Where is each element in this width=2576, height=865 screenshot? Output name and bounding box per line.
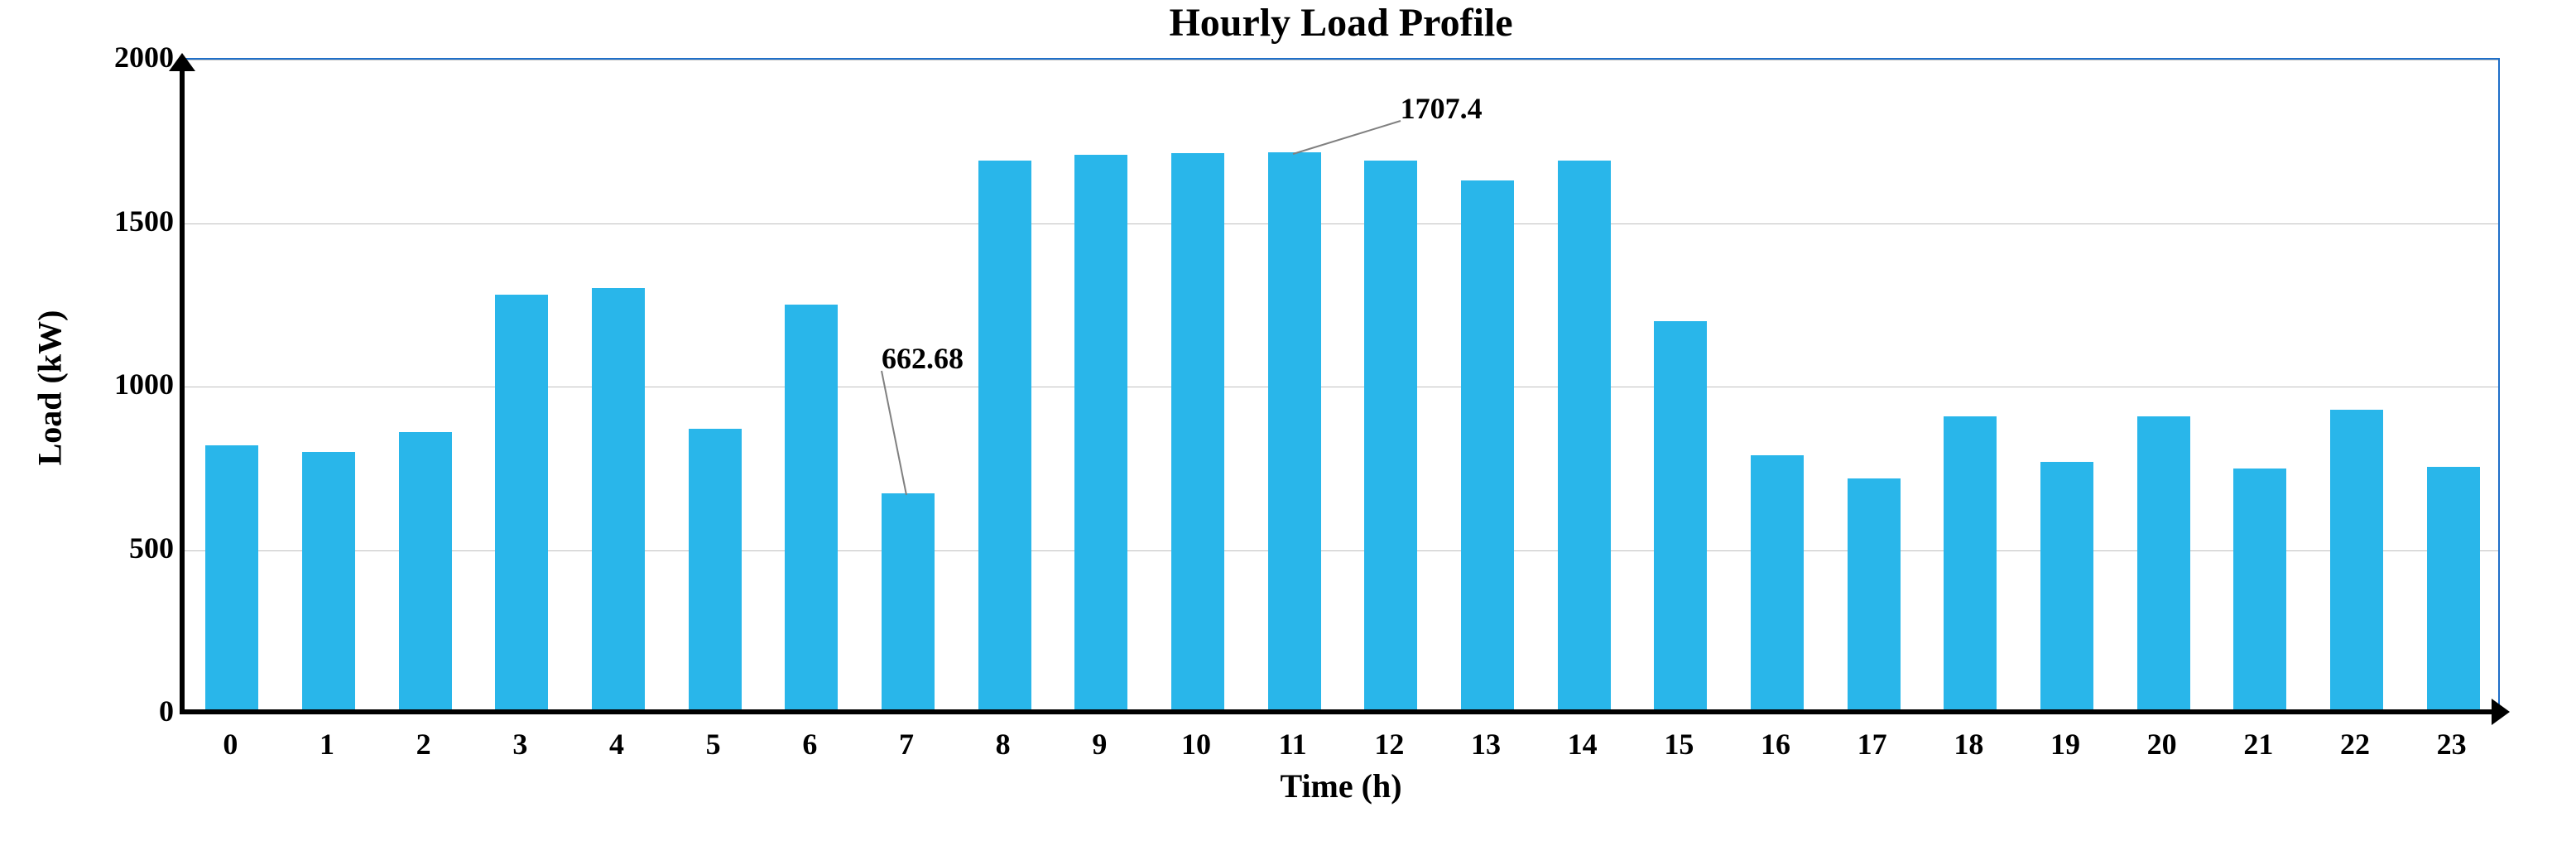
bar [1848, 478, 1901, 710]
x-axis-label: Time (h) [182, 766, 2500, 805]
bar [1751, 455, 1804, 710]
bar [785, 305, 838, 710]
x-tick-label: 16 [1728, 727, 1824, 762]
bar [302, 452, 355, 710]
x-tick-label: 13 [1438, 727, 1535, 762]
gridline [184, 223, 2498, 224]
y-tick-label: 0 [74, 694, 174, 728]
x-tick-label: 8 [954, 727, 1051, 762]
chart-title: Hourly Load Profile [182, 0, 2500, 46]
bar [2040, 462, 2093, 710]
y-axis-arrow-icon [169, 53, 195, 71]
x-tick-label: 5 [665, 727, 762, 762]
x-tick-label: 10 [1148, 727, 1245, 762]
bar [495, 295, 548, 710]
data-label: 662.68 [882, 341, 964, 376]
bar [399, 432, 452, 710]
bar [1461, 180, 1514, 710]
x-tick-label: 4 [569, 727, 666, 762]
bar [1654, 321, 1707, 710]
x-tick-label: 14 [1534, 727, 1631, 762]
y-tick-label: 1000 [74, 367, 174, 401]
x-tick-label: 17 [1824, 727, 1920, 762]
plot-frame [182, 58, 2500, 712]
bar [689, 429, 742, 710]
x-tick-label: 21 [2210, 727, 2307, 762]
y-axis-label: Load (kW) [31, 297, 70, 479]
y-tick-label: 500 [74, 531, 174, 565]
bar [1171, 153, 1224, 710]
x-axis [180, 709, 2492, 714]
bar [1558, 161, 1611, 710]
bar [882, 493, 935, 710]
bar [978, 161, 1031, 710]
bar [2233, 469, 2286, 710]
data-label: 1707.4 [1401, 91, 1483, 126]
x-tick-label: 6 [762, 727, 858, 762]
x-tick-label: 20 [2113, 727, 2210, 762]
bar [2427, 467, 2480, 710]
bar [1074, 155, 1127, 711]
y-tick-label: 1500 [74, 204, 174, 238]
x-tick-label: 12 [1341, 727, 1438, 762]
bar [2137, 416, 2190, 711]
bar [2330, 410, 2383, 710]
x-tick-label: 19 [2017, 727, 2114, 762]
bar [1364, 161, 1417, 710]
bar [1944, 416, 1997, 711]
bar [592, 288, 645, 710]
y-tick-label: 2000 [74, 40, 174, 74]
x-tick-label: 7 [858, 727, 955, 762]
x-tick-label: 0 [182, 727, 279, 762]
x-tick-label: 22 [2307, 727, 2404, 762]
x-tick-label: 11 [1244, 727, 1341, 762]
x-tick-label: 15 [1631, 727, 1728, 762]
bar [1268, 152, 1321, 710]
bar [205, 445, 258, 710]
hourly-load-chart: Hourly Load Profile050010001500200001234… [0, 0, 2576, 865]
x-tick-label: 9 [1051, 727, 1148, 762]
x-tick-label: 23 [2403, 727, 2500, 762]
y-axis [180, 66, 185, 714]
x-tick-label: 1 [279, 727, 376, 762]
x-tick-label: 18 [1920, 727, 2017, 762]
x-axis-arrow-icon [2492, 699, 2510, 725]
x-tick-label: 2 [375, 727, 472, 762]
x-tick-label: 3 [472, 727, 569, 762]
